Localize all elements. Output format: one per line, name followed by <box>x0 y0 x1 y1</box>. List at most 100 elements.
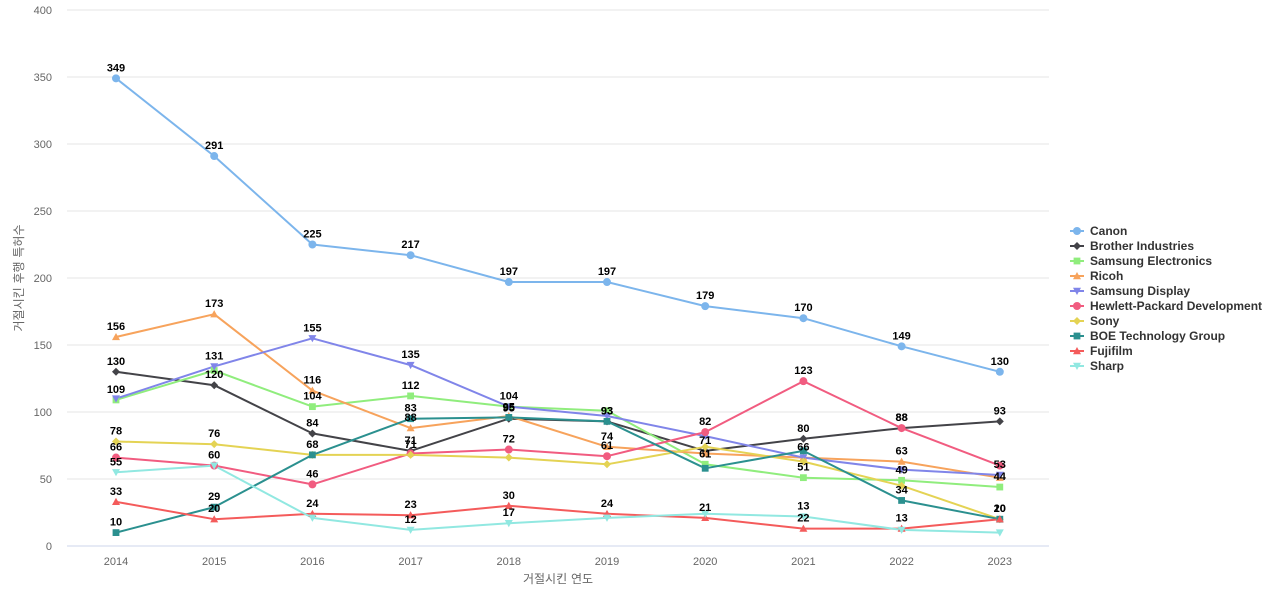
data-point[interactable] <box>406 526 415 534</box>
legend-item[interactable]: BOE Technology Group <box>1070 329 1225 343</box>
data-point[interactable] <box>308 386 317 394</box>
series-line-boe-technology-group <box>115 416 1000 534</box>
data-point[interactable] <box>603 417 611 425</box>
data-point[interactable] <box>210 503 218 511</box>
data-point[interactable] <box>210 152 219 161</box>
legend-item[interactable]: Sony <box>1070 314 1120 328</box>
data-label: 46 <box>306 468 318 480</box>
data-point[interactable] <box>603 412 611 421</box>
data-point[interactable] <box>897 481 906 490</box>
data-label: 44 <box>994 471 1007 483</box>
data-point[interactable] <box>406 251 415 260</box>
data-point[interactable] <box>112 437 120 446</box>
data-point[interactable] <box>799 434 808 443</box>
data-point[interactable] <box>799 457 808 466</box>
data-point[interactable] <box>603 460 611 469</box>
data-point[interactable] <box>112 332 120 341</box>
data-point[interactable] <box>112 469 120 477</box>
data-point[interactable] <box>701 442 710 451</box>
data-point[interactable] <box>701 302 710 311</box>
data-label: 21 <box>699 502 711 514</box>
data-point[interactable] <box>995 461 1004 470</box>
data-point[interactable] <box>406 450 415 459</box>
data-point[interactable] <box>504 445 513 454</box>
legend-marker-icon <box>1073 257 1081 265</box>
data-point[interactable] <box>308 429 317 438</box>
data-point[interactable] <box>995 417 1004 426</box>
data-point[interactable] <box>112 497 120 505</box>
data-point[interactable] <box>603 407 611 415</box>
legend-item[interactable]: Samsung Display <box>1070 284 1190 298</box>
data-point[interactable] <box>701 449 710 457</box>
data-label: 29 <box>208 491 220 503</box>
data-point[interactable] <box>210 515 219 523</box>
data-point[interactable] <box>898 497 905 504</box>
data-point[interactable] <box>504 403 513 411</box>
data-point[interactable] <box>308 480 317 489</box>
data-point[interactable] <box>210 310 219 318</box>
data-point[interactable] <box>897 342 906 351</box>
data-point[interactable] <box>112 367 120 376</box>
data-label: 61 <box>601 440 613 452</box>
data-label: 61 <box>699 448 711 460</box>
data-point[interactable] <box>407 392 414 400</box>
data-point[interactable] <box>898 476 905 484</box>
data-point[interactable] <box>897 466 906 474</box>
data-point[interactable] <box>112 453 120 462</box>
data-point[interactable] <box>505 413 513 421</box>
data-point[interactable] <box>210 381 219 390</box>
grid-lines <box>67 9 1049 547</box>
data-point[interactable] <box>210 462 219 470</box>
data-point[interactable] <box>406 424 415 432</box>
legend-item[interactable]: Hewlett-Packard Development <box>1070 299 1262 313</box>
data-point[interactable] <box>897 526 906 534</box>
legend-item[interactable]: Ricoh <box>1070 269 1123 283</box>
data-point[interactable] <box>995 471 1004 479</box>
data-point[interactable] <box>308 335 317 343</box>
data-point[interactable] <box>308 240 317 249</box>
data-point[interactable] <box>112 74 120 83</box>
data-point[interactable] <box>995 367 1004 376</box>
legend-item[interactable]: Samsung Electronics <box>1070 254 1212 268</box>
data-point[interactable] <box>995 529 1004 537</box>
data-point[interactable] <box>799 513 808 521</box>
data-point[interactable] <box>407 415 414 423</box>
data-point[interactable] <box>309 451 316 459</box>
data-point[interactable] <box>603 278 611 287</box>
data-label: 179 <box>696 290 714 302</box>
data-point[interactable] <box>701 428 710 437</box>
data-label: 104 <box>303 391 322 403</box>
data-point[interactable] <box>504 520 513 528</box>
data-point[interactable] <box>996 483 1004 491</box>
data-point[interactable] <box>210 363 219 371</box>
legend-item[interactable]: Brother Industries <box>1070 239 1194 253</box>
data-point[interactable] <box>701 510 710 518</box>
data-point[interactable] <box>800 447 807 455</box>
data-point[interactable] <box>799 524 808 532</box>
data-point[interactable] <box>603 442 611 451</box>
data-point[interactable] <box>112 395 120 403</box>
data-point[interactable] <box>701 464 709 472</box>
data-point[interactable] <box>897 424 906 433</box>
data-point[interactable] <box>995 515 1004 523</box>
data-point[interactable] <box>603 452 611 461</box>
data-point[interactable] <box>406 511 415 519</box>
legend-item[interactable]: Sharp <box>1070 359 1124 373</box>
data-point[interactable] <box>309 403 316 411</box>
data-point[interactable] <box>897 457 906 465</box>
data-point[interactable] <box>308 514 317 522</box>
data-point[interactable] <box>406 361 415 370</box>
data-point[interactable] <box>799 377 808 386</box>
data-point[interactable] <box>799 314 808 323</box>
legend-item[interactable]: Canon <box>1070 224 1127 238</box>
legend-item[interactable]: Fujifilm <box>1070 344 1133 358</box>
data-point[interactable] <box>112 529 120 536</box>
data-point[interactable] <box>504 453 513 462</box>
data-point[interactable] <box>504 501 513 509</box>
data-point[interactable] <box>504 278 513 287</box>
data-label: 66 <box>797 442 809 454</box>
data-point[interactable] <box>210 367 218 374</box>
data-point[interactable] <box>210 440 219 449</box>
data-point[interactable] <box>603 514 611 522</box>
data-point[interactable] <box>800 474 807 482</box>
